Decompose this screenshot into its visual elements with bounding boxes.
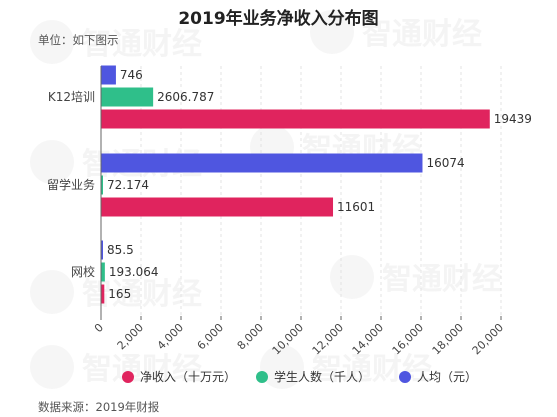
legend-label: 人均（元）: [417, 370, 477, 384]
watermark-logo-icon: [30, 345, 74, 389]
bars: 746 2606.787 19439 16074 72.174 11601 85.5 193.…: [101, 65, 532, 304]
watermark-text: 智通财经: [312, 352, 432, 387]
data-label: 16074: [426, 156, 464, 170]
chart-title: 2019年业务净收入分布图: [178, 9, 379, 29]
bar: [101, 240, 103, 260]
watermark-logo-icon: [330, 255, 374, 299]
watermark-text: 智通财经: [82, 352, 202, 387]
data-source: 数据来源：2019年财报: [38, 400, 160, 414]
legend: 净收入（十万元） 学生人数（千人） 人均（元）: [122, 369, 477, 384]
watermark-logo-icon: [30, 20, 74, 64]
watermark: 智通财经: [30, 20, 202, 64]
watermark: 智通财经: [30, 345, 202, 389]
x-tick-label: 18,000: [430, 321, 466, 357]
data-label: 193.064: [109, 265, 159, 279]
bar: [101, 109, 490, 129]
watermark-text: 智通财经: [382, 262, 502, 297]
legend-item: 人均（元）: [399, 370, 477, 384]
bar: [101, 262, 105, 282]
legend-item: 学生人数（千人）: [256, 369, 370, 384]
legend-item: 净收入（十万元）: [122, 370, 236, 384]
data-label: 85.5: [107, 243, 134, 257]
bar: [101, 65, 116, 85]
category-label: K12培训: [48, 89, 95, 104]
legend-swatch: [399, 371, 411, 383]
x-tick-label: 6,000: [195, 321, 226, 352]
legend-swatch: [256, 371, 268, 383]
category-label: 网校: [71, 264, 95, 279]
watermark-logo-icon: [30, 140, 74, 184]
watermark: 智通财经: [30, 270, 202, 314]
watermark-logo-icon: [260, 345, 304, 389]
x-tick-label: 0: [92, 321, 106, 335]
watermark-logo-icon: [310, 10, 354, 54]
watermark-text: 智通财经: [362, 17, 482, 52]
data-label: 19439: [494, 112, 532, 126]
watermark: 智通财经: [260, 345, 432, 389]
bar: [101, 197, 334, 217]
data-label: 165: [108, 287, 131, 301]
watermark: 智通财经: [330, 255, 502, 299]
legend-swatch: [122, 371, 134, 383]
watermark: 智通财经: [310, 10, 482, 54]
category-label: 留学业务: [47, 177, 95, 192]
bar: [101, 284, 105, 304]
data-label: 746: [120, 68, 143, 82]
legend-label: 学生人数（千人）: [274, 369, 370, 384]
watermark-text: 智通财经: [82, 27, 202, 62]
x-tick-label: 8,000: [235, 321, 266, 352]
bar: [101, 87, 154, 107]
legend-label: 净收入（十万元）: [140, 370, 236, 384]
watermark-text: 智通财经: [82, 277, 202, 312]
x-tick-label: 4,000: [155, 321, 186, 352]
data-label: 72.174: [107, 178, 149, 192]
data-label: 2606.787: [157, 90, 214, 104]
watermark-logo-icon: [30, 270, 74, 314]
data-label: 11601: [337, 200, 375, 214]
bar: [101, 153, 423, 173]
unit-note: 单位：如下图示: [38, 33, 119, 47]
x-tick-label: 2,000: [115, 321, 146, 352]
bar: [101, 175, 103, 195]
x-tick-label: 20,000: [470, 321, 506, 357]
